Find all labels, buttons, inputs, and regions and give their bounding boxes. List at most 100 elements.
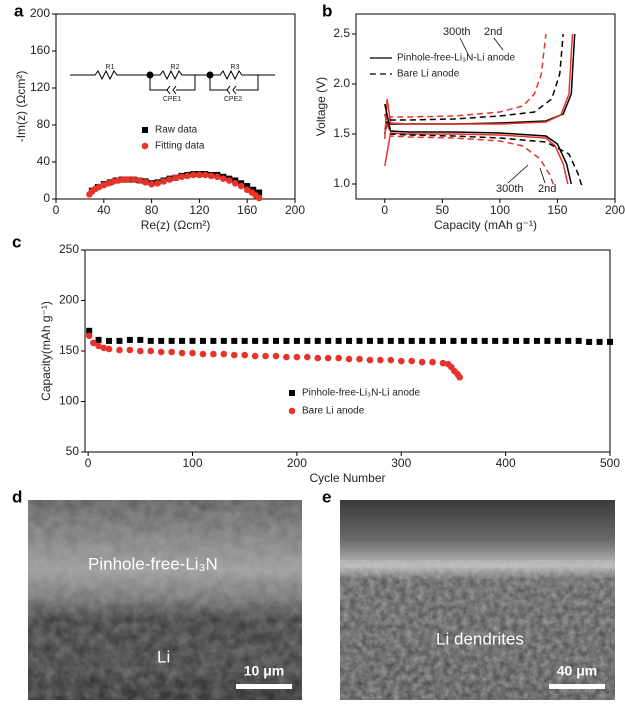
point [116,346,123,354]
point [533,337,540,344]
point [241,337,248,344]
x-tick-label: 120 [189,203,209,217]
point [252,337,259,344]
y-tick-label: 1.5 [333,126,350,140]
point [251,352,259,360]
point [324,354,332,362]
scale-bar-label: 40 μm [557,663,597,679]
y-tick-label: 150 [59,343,79,357]
legend-label: Pinhole-free-Li₃N-Li anode [302,388,420,399]
point [387,356,395,364]
x-tick-label: 500 [600,456,620,470]
y-tick-label: 200 [59,293,79,307]
point [210,350,217,358]
curve [384,33,547,130]
point [429,337,436,344]
x-tick-label: 150 [547,203,567,217]
panel-label: b [322,1,332,20]
point [119,176,127,183]
point [256,189,263,196]
point [189,337,196,344]
scale-bar [236,684,292,689]
point [283,337,290,344]
point [523,337,530,344]
x-tick-label: 160 [237,203,257,217]
point [262,337,269,344]
y-tick-label: 80 [37,117,51,131]
point [387,337,394,344]
point [460,337,467,344]
point [314,337,321,344]
point [244,183,251,190]
point [439,359,447,367]
point [398,337,405,344]
point [544,337,551,344]
point [158,337,165,344]
y-tick-label: 160 [30,43,50,57]
point [231,179,239,187]
circuit [70,69,275,95]
legend-label: Bare Li anode [397,69,460,80]
point [293,353,301,361]
point [231,337,238,344]
point [502,337,509,344]
point [157,348,165,356]
circuit-label: R2 [171,64,180,71]
y-tick-label: 120 [30,80,50,94]
legend-marker [289,390,295,396]
curve [384,113,556,190]
point [586,338,593,345]
point [178,173,185,181]
point [596,338,603,345]
point [565,337,572,344]
x-tick-label: 0 [53,203,60,217]
point [90,339,97,347]
annotation: 300th [496,183,524,195]
point [419,337,426,344]
point [85,332,93,340]
point [272,352,280,360]
point [142,179,149,186]
point [154,179,161,187]
legend-marker [141,142,149,150]
y-tick-label: 250 [59,242,79,256]
plot-frame [55,13,296,200]
point [199,350,207,358]
plot-frame [355,13,616,200]
point [172,174,179,182]
point [397,357,405,365]
point [237,182,245,190]
panel-label: a [14,1,24,20]
point [408,357,415,365]
point [202,171,209,179]
point [116,337,123,344]
point [262,352,269,360]
curve [384,103,572,185]
point [214,173,221,181]
point [314,354,322,362]
point [137,347,144,355]
point [304,353,311,361]
panel-label: d [12,487,22,506]
y-tick-label: 1.0 [333,176,350,190]
y-tick-label: 2.0 [333,76,350,90]
point [220,350,228,358]
x-axis-title: Re(z) (Ωcm²) [141,218,211,232]
point [210,337,217,344]
panel-label: c [12,232,21,251]
image-caption: Li [157,647,170,666]
point [356,337,363,344]
x-tick-label: 100 [182,456,202,470]
point [208,172,215,180]
y-tick-label: 2.5 [333,26,350,40]
point [147,337,154,344]
image-caption: Pinhole-free-Li₃N [88,554,218,573]
point [106,337,113,344]
legend-label: Fitting data [155,141,205,152]
y-tick-label: 100 [59,394,79,408]
curve [384,132,569,185]
point [178,349,186,357]
annotation: 2nd [538,183,556,195]
circuit-label: CPE2 [224,96,242,103]
